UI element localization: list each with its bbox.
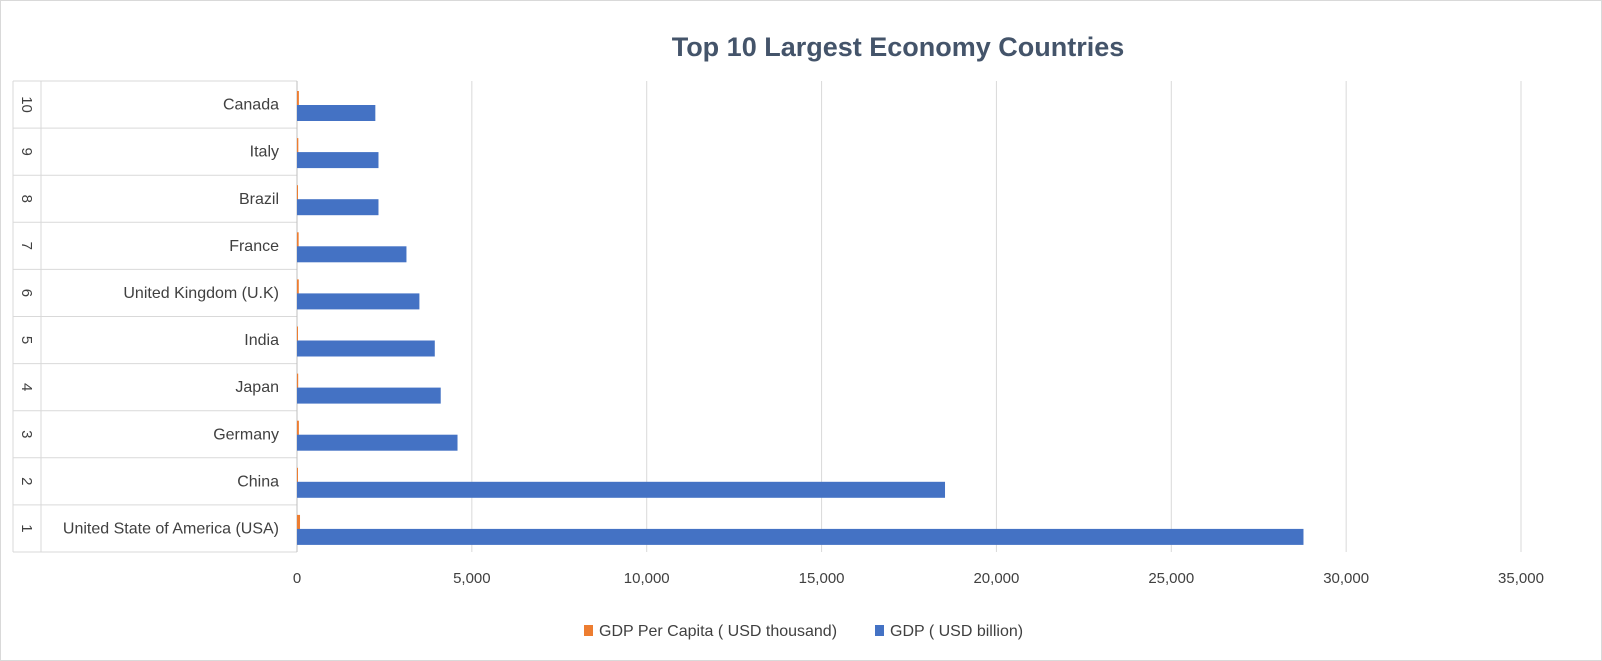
x-tick-label: 20,000: [973, 570, 1019, 587]
category-name-label: Germany: [213, 426, 279, 443]
bars: [297, 91, 1304, 545]
legend-swatch: [875, 625, 884, 636]
category-name-label: India: [244, 332, 279, 349]
legend-label: GDP Per Capita ( USD thousand): [599, 623, 837, 640]
category-name-label: France: [229, 238, 279, 255]
category-name-label: China: [237, 473, 279, 490]
bar-gdp-per-capita: [297, 420, 299, 437]
category-rank-label: 2: [18, 477, 35, 485]
bar-gdp: [297, 199, 379, 216]
x-tick-label: 0: [293, 570, 301, 587]
category-name-label: Canada: [223, 97, 279, 114]
bar-gdp-per-capita: [297, 232, 299, 249]
bar-gdp: [297, 152, 379, 169]
category-rank-label: 10: [18, 96, 35, 113]
bar-gdp-per-capita: [297, 326, 298, 343]
category-rank-label: 8: [18, 195, 35, 203]
bar-gdp: [297, 340, 435, 357]
bar-gdp: [297, 105, 376, 121]
bar-gdp-per-capita: [297, 373, 299, 390]
bar-gdp-per-capita: [297, 279, 299, 296]
bar-gdp: [297, 387, 441, 404]
category-rank-label: 9: [18, 147, 35, 155]
chart-title: Top 10 Largest Economy Countries: [672, 32, 1125, 62]
category-label-table: 1 United State of America (USA) 2 China 3 Ger…: [12, 80, 298, 553]
category-name-label: United State of America (USA): [63, 520, 279, 537]
gridlines: [471, 81, 1522, 552]
category-rank-label: 5: [18, 336, 35, 344]
category-rank-label: 7: [18, 242, 35, 250]
legend-label: GDP ( USD billion): [890, 623, 1023, 640]
legend: GDP Per Capita ( USD thousand) GDP ( USD …: [584, 623, 1023, 640]
x-tick-label: 5,000: [453, 570, 491, 587]
x-axis-ticks: 0 5,000 10,000 15,000 20,000 25,000 30,000 35,0…: [293, 570, 1544, 587]
bar-gdp: [297, 528, 1304, 545]
bar-gdp-per-capita: [297, 467, 298, 484]
x-tick-label: 25,000: [1148, 570, 1194, 587]
category-name-label: Italy: [250, 144, 279, 161]
legend-swatch: [584, 625, 593, 636]
category-name-label: United Kingdom (U.K): [123, 285, 279, 302]
bar-gdp: [297, 246, 407, 263]
x-tick-label: 35,000: [1498, 570, 1544, 587]
bar-gdp: [297, 434, 458, 451]
bar-gdp-per-capita: [297, 185, 298, 202]
bar-gdp: [297, 293, 420, 310]
category-name-label: Japan: [235, 379, 279, 396]
x-tick-label: 30,000: [1323, 570, 1369, 587]
bar-gdp: [297, 481, 946, 498]
x-tick-label: 15,000: [799, 570, 845, 587]
category-name-label: Brazil: [239, 191, 279, 208]
category-rank-label: 6: [18, 289, 35, 297]
category-rank-label: 4: [18, 383, 35, 391]
x-tick-label: 10,000: [624, 570, 670, 587]
bar-gdp-per-capita: [297, 91, 299, 107]
category-rank-label: 3: [18, 430, 35, 438]
category-rank-label: 1: [18, 524, 35, 532]
bar-gdp-per-capita: [297, 514, 301, 531]
bar-gdp-per-capita: [297, 138, 299, 155]
